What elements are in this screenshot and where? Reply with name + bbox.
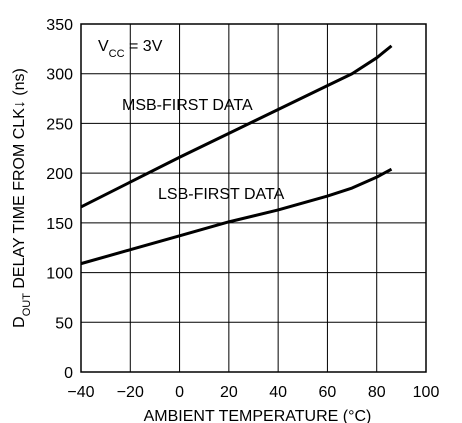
y-tick-label: 200 <box>46 166 73 183</box>
plot-frame <box>80 23 427 373</box>
series-label-msb: MSB-FIRST DATA <box>122 97 253 114</box>
supply-condition-label: VCC = 3V <box>98 38 163 60</box>
y-tick-label: 300 <box>46 67 73 84</box>
y-tick-label: 100 <box>46 266 73 283</box>
y-tick-label: 350 <box>46 17 73 34</box>
x-tick-label: −40 <box>67 384 94 401</box>
y-tick-labels: 0 50 100 150 200 250 300 350 <box>46 17 73 382</box>
x-tick-label: 80 <box>368 384 386 401</box>
x-tick-label: 20 <box>220 384 238 401</box>
grid <box>80 23 427 373</box>
series-line-lsb <box>80 167 393 266</box>
series-label-lsb: LSB-FIRST DATA <box>158 186 285 203</box>
y-tick-label: 150 <box>46 216 73 233</box>
y-tick-label: 250 <box>46 116 73 133</box>
x-tick-labels: −40 −20 0 20 40 60 80 100 <box>67 384 439 401</box>
x-axis-label: AMBIENT TEMPERATURE (°C) <box>144 408 372 423</box>
x-tick-label: 0 <box>175 384 184 401</box>
x-tick-label: −20 <box>117 384 144 401</box>
series-line-msb <box>80 44 393 209</box>
x-tick-label: 60 <box>319 384 337 401</box>
y-axis-label: DOUT DELAY TIME FROM CLK↓ (ns) <box>11 68 33 328</box>
y-tick-label: 0 <box>64 365 73 382</box>
series-layer <box>80 44 393 266</box>
x-tick-label: 100 <box>413 384 440 401</box>
x-tick-label: 40 <box>269 384 287 401</box>
y-tick-label: 50 <box>55 315 73 332</box>
